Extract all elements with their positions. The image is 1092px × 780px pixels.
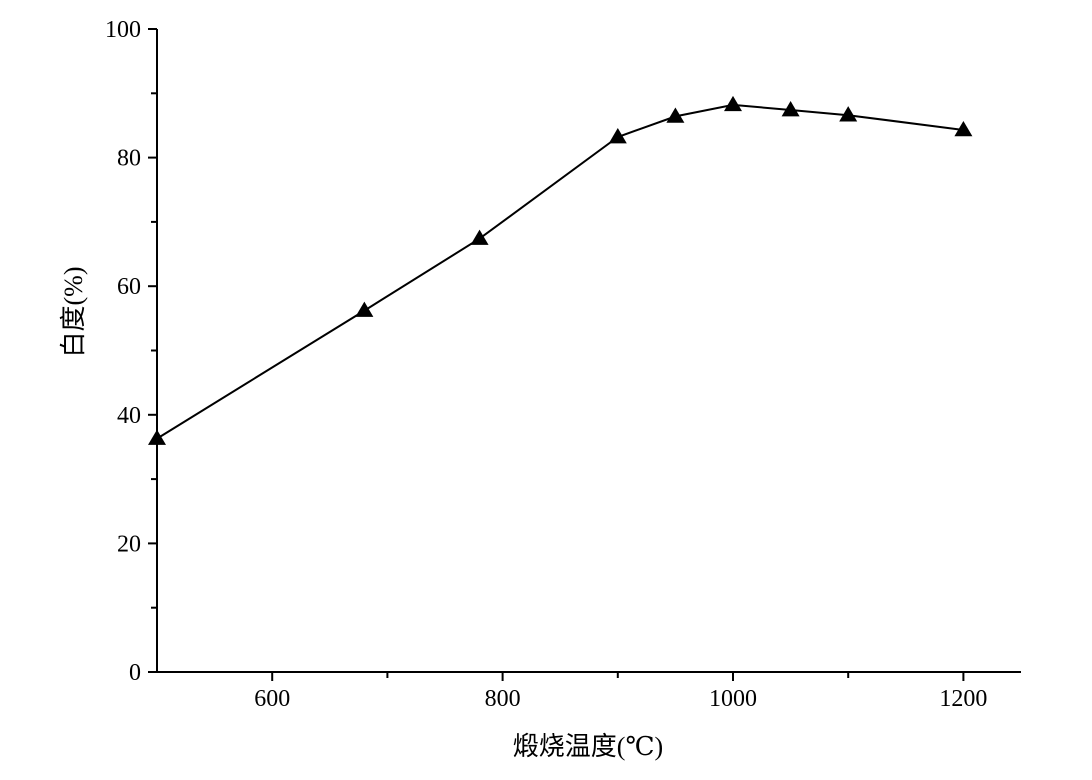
data-point-triangle: [954, 120, 973, 137]
data-point-triangle: [148, 429, 166, 445]
y-axis-title: 白度(%): [59, 267, 88, 358]
data-point-triangle: [839, 106, 858, 122]
x-axis-title: 煅烧温度(℃): [513, 732, 663, 761]
y-tick-label: 0: [129, 660, 141, 686]
y-tick-label: 60: [117, 274, 141, 300]
x-tick-label: 800: [485, 686, 521, 712]
data-point-triangle: [355, 301, 374, 317]
data-point-triangle: [781, 101, 800, 117]
data-point-triangle: [608, 128, 627, 144]
y-tick-label: 100: [105, 17, 141, 43]
data-point-triangle: [666, 107, 685, 123]
data-point-triangle: [724, 95, 742, 112]
series-line: [156, 103, 964, 440]
y-tick-label: 40: [117, 403, 141, 429]
x-tick-label: 1200: [939, 686, 987, 712]
data-point-triangle: [470, 229, 489, 245]
x-tick-label: 600: [254, 686, 290, 712]
plot-area: [148, 95, 973, 445]
y-tick-label: 20: [117, 531, 141, 557]
y-tick-label: 80: [117, 146, 141, 172]
x-tick-label: 1000: [709, 686, 757, 712]
chart-axes: [156, 29, 1021, 673]
y-axis-ticks: 0 20 40 60 80 100: [105, 17, 157, 686]
x-axis-ticks: 600 800 1000 1200: [254, 672, 987, 712]
